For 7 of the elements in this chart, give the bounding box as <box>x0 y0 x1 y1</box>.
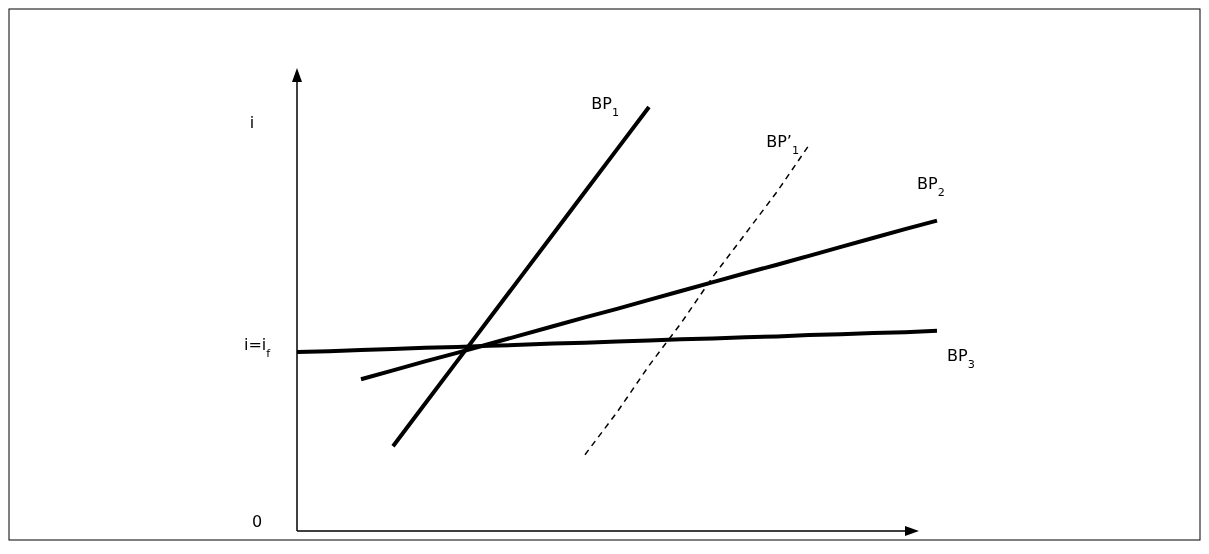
series-label: BP$_{3}$ <box>947 345 975 371</box>
series-label: BP$_{1}$ <box>591 94 619 119</box>
series-label: BP’$_{1}$ <box>766 132 799 157</box>
series-label: BP$_{2}$ <box>917 173 945 199</box>
text: 0 <box>252 512 263 531</box>
text: i=i$_{f}$ <box>244 335 272 360</box>
y-axis-title: i <box>249 113 255 133</box>
